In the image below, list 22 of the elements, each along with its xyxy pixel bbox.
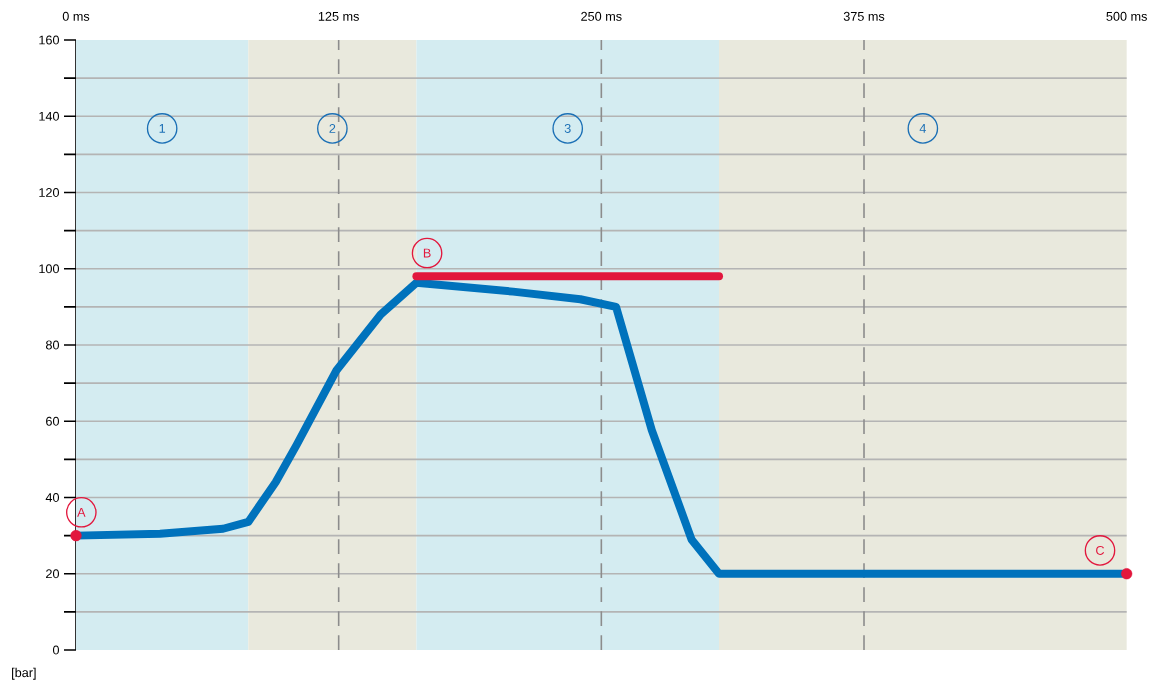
x-tick-label: 500 ms [1106, 11, 1147, 21]
y-tick-label: 40 [45, 493, 60, 502]
band-label: 2 [329, 124, 336, 133]
band-label: 3 [564, 123, 571, 133]
y-tick-label: 20 [46, 569, 60, 579]
annotation: C [1096, 545, 1105, 555]
x-tick-label: 0 ms [62, 11, 90, 21]
annotation: B [423, 248, 431, 258]
band-label: 1 [159, 124, 166, 133]
y-tick-label: 60 [46, 416, 60, 426]
x-tick-label: 375 ms [843, 11, 885, 21]
y-tick-label: 120 [39, 188, 60, 197]
band-label: 4 [919, 124, 926, 133]
y-tick-label: 140 [39, 111, 60, 121]
y-tick-label: 0 [52, 645, 60, 655]
x-tick-label: 125 ms [318, 11, 359, 21]
y-axis-title: [bar] [12, 667, 36, 680]
y-tick-label: 100 [39, 264, 60, 274]
x-tick-label: 250 ms [581, 11, 622, 21]
y-tick-label: 80 [45, 340, 60, 350]
annotation: A [77, 507, 86, 517]
y-tick-label: 160 [39, 35, 60, 45]
